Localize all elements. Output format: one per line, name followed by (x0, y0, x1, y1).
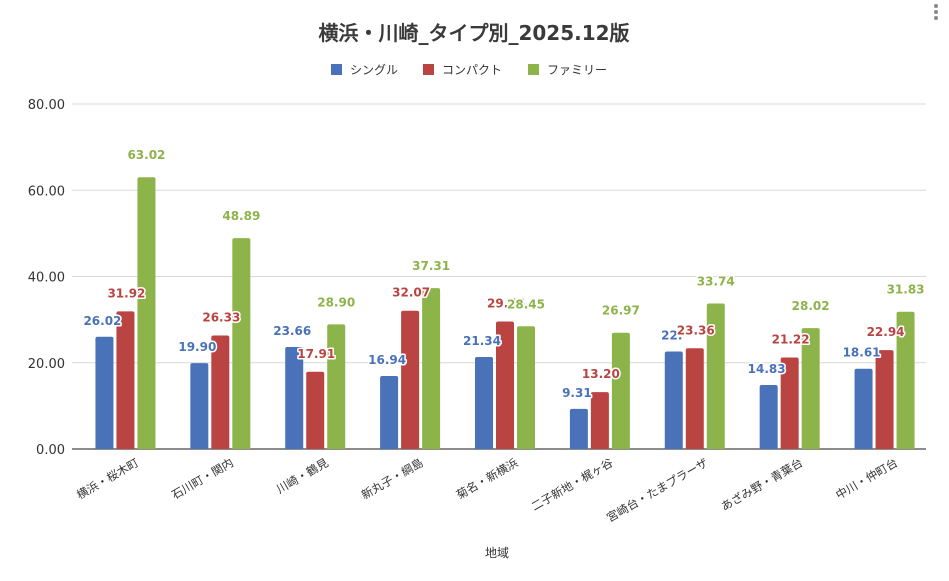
bar[interactable] (137, 177, 156, 449)
data-label: 23.36 (677, 323, 715, 337)
bars (95, 177, 915, 449)
bar[interactable] (611, 332, 630, 449)
data-label: 26.02 (83, 314, 121, 328)
x-tick-label: 石川町・関内 (169, 455, 236, 502)
chart-title: 横浜・川崎_タイプ別_2025.12版 (318, 21, 629, 45)
data-label: 18.61 (843, 346, 881, 360)
bar[interactable] (896, 311, 915, 449)
bar[interactable] (801, 328, 820, 449)
data-label: 17.91 (297, 347, 335, 361)
legend-swatch (528, 64, 539, 75)
x-axis-title: 地域 (485, 546, 509, 560)
x-tick-label: 中川・仲町台 (833, 455, 900, 502)
y-tick-label: 40.00 (28, 271, 65, 286)
bar[interactable] (306, 371, 325, 449)
x-tick-label: 横浜・桜木町 (74, 455, 141, 502)
bar[interactable] (854, 368, 873, 449)
data-label: 9.31 (562, 386, 592, 400)
kebab-menu-icon[interactable] (931, 2, 941, 26)
bar[interactable] (232, 238, 251, 449)
bar[interactable] (664, 351, 683, 449)
x-tick-label: 菊名・新横浜 (454, 455, 521, 502)
y-tick-label: 60.00 (28, 184, 65, 199)
data-label: 29.56 (487, 297, 525, 311)
bar[interactable] (780, 357, 799, 449)
bar[interactable] (422, 288, 441, 449)
bar[interactable] (285, 346, 304, 449)
data-label: 22. (661, 329, 682, 343)
x-axis: 横浜・桜木町 石川町・関内 川崎・鶴見 新丸子・綱島 菊名・新横浜 二子新地・梶ヶ谷宮崎台… (74, 455, 900, 525)
data-label: 19.90 (178, 340, 216, 354)
bar[interactable] (496, 321, 514, 449)
bar[interactable] (380, 375, 399, 449)
x-tick-label: 新丸子・綱島 (359, 455, 426, 502)
bar[interactable] (706, 303, 725, 449)
legend-swatch (331, 64, 342, 75)
bar[interactable] (116, 311, 135, 449)
y-tick-label: 0.00 (36, 443, 65, 458)
data-label: 32.07 (392, 286, 430, 300)
y-axis: 0.00 20.00 40.00 60.00 80.00 (28, 98, 65, 458)
bar[interactable] (211, 335, 230, 449)
data-label: 22.94 (867, 325, 905, 339)
bar[interactable] (517, 326, 535, 449)
data-label: 28.02 (792, 299, 830, 313)
bar[interactable] (475, 356, 493, 449)
data-label: 26.97 (602, 304, 640, 318)
y-tick-label: 20.00 (28, 357, 65, 372)
bar[interactable] (759, 385, 778, 449)
data-label: 13.20 (582, 367, 620, 381)
bar[interactable] (190, 363, 209, 449)
data-label: 26.33 (202, 310, 240, 324)
legend: シングル コンパクト ファミリー (331, 63, 607, 77)
bar[interactable] (401, 310, 420, 449)
data-label: 16.94 (368, 353, 406, 367)
x-tick-label: 宮崎台・たまプラーザ (604, 455, 710, 524)
data-label: 31.92 (107, 286, 145, 300)
bar[interactable] (327, 324, 346, 449)
data-labels: 26.02 31.92 63.02 19.90 26.33 48.89 23.66 17.91… (82, 147, 926, 402)
data-label: 21.34 (463, 334, 501, 348)
y-tick-label: 80.00 (28, 98, 65, 113)
data-label: 33.74 (697, 274, 735, 288)
legend-label[interactable]: シングル (350, 63, 398, 77)
data-label: 28.45 (507, 297, 545, 311)
bar[interactable] (875, 350, 894, 449)
x-tick-label: 川崎・鶴見 (274, 455, 331, 496)
data-label: 48.89 (222, 209, 260, 223)
data-label: 37.31 (412, 259, 450, 273)
x-tick-label: 二子新地・梶ヶ谷 (529, 455, 616, 513)
data-label: 31.83 (887, 283, 925, 297)
x-tick-label: あざみ野・青葉台 (718, 455, 805, 513)
legend-label[interactable]: コンパクト (442, 63, 502, 77)
data-label: 14.83 (748, 362, 786, 376)
bar[interactable] (590, 392, 609, 449)
legend-label[interactable]: ファミリー (547, 63, 607, 77)
legend-swatch (423, 64, 434, 75)
data-label: 63.02 (127, 148, 165, 162)
bar[interactable] (95, 336, 114, 449)
bar[interactable] (569, 408, 588, 449)
data-label: 23.66 (273, 324, 311, 338)
data-label: 28.90 (317, 295, 355, 309)
data-label: 21.22 (772, 332, 810, 346)
bar[interactable] (685, 348, 704, 449)
